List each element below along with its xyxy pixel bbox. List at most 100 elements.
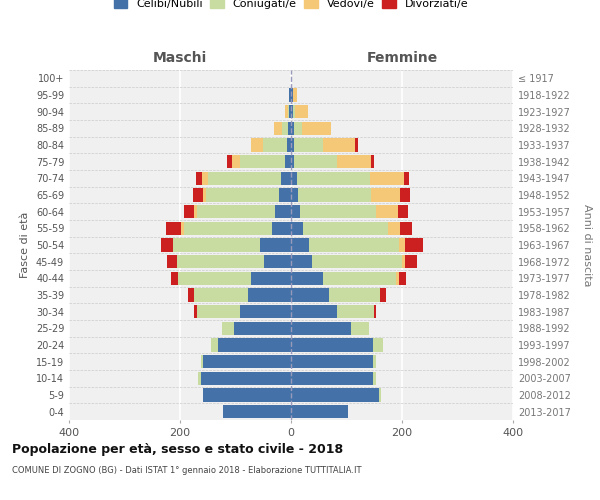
Text: Popolazione per età, sesso e stato civile - 2018: Popolazione per età, sesso e stato civil… [12, 442, 343, 456]
Bar [287, 105, 289, 118]
Bar [287, 122, 291, 135]
Bar [279, 188, 291, 202]
Bar [351, 322, 368, 335]
Bar [260, 238, 291, 252]
Bar [208, 172, 281, 185]
Bar [291, 272, 323, 285]
Bar [289, 88, 291, 102]
Bar [291, 222, 303, 235]
Bar [181, 222, 184, 235]
Y-axis label: Anni di nascita: Anni di nascita [581, 204, 592, 286]
Bar [211, 338, 218, 351]
Bar [398, 205, 407, 218]
Bar [171, 272, 178, 285]
Bar [329, 288, 380, 302]
Bar [398, 238, 406, 252]
Bar [404, 172, 409, 185]
Bar [355, 138, 358, 151]
Bar [400, 222, 412, 235]
Bar [294, 138, 323, 151]
Bar [379, 388, 382, 402]
Bar [287, 138, 291, 151]
Bar [194, 205, 197, 218]
Bar [371, 188, 400, 202]
Bar [291, 88, 293, 102]
Bar [289, 105, 291, 118]
Bar [300, 205, 376, 218]
Bar [291, 305, 337, 318]
Bar [298, 188, 371, 202]
Bar [295, 105, 308, 118]
Bar [167, 255, 176, 268]
Bar [200, 355, 203, 368]
Bar [296, 172, 370, 185]
Bar [291, 355, 373, 368]
Bar [232, 155, 240, 168]
Bar [291, 172, 296, 185]
Bar [265, 255, 291, 268]
Bar [309, 238, 398, 252]
Bar [251, 138, 263, 151]
Bar [184, 205, 194, 218]
Bar [402, 255, 405, 268]
Bar [291, 255, 312, 268]
Bar [291, 105, 293, 118]
Bar [240, 305, 291, 318]
Bar [196, 172, 202, 185]
Bar [373, 372, 376, 385]
Bar [291, 288, 329, 302]
Bar [291, 122, 294, 135]
Text: Maschi: Maschi [153, 51, 207, 65]
Bar [405, 255, 417, 268]
Bar [371, 155, 374, 168]
Bar [294, 155, 337, 168]
Bar [248, 288, 291, 302]
Bar [293, 105, 295, 118]
Bar [194, 305, 197, 318]
Bar [291, 205, 300, 218]
Bar [291, 338, 373, 351]
Bar [263, 138, 287, 151]
Bar [235, 322, 291, 335]
Bar [275, 205, 291, 218]
Bar [188, 288, 194, 302]
Bar [194, 288, 248, 302]
Bar [203, 355, 291, 368]
Bar [201, 372, 291, 385]
Bar [291, 138, 294, 151]
Bar [406, 238, 423, 252]
Bar [323, 138, 355, 151]
Bar [397, 272, 399, 285]
Bar [197, 305, 240, 318]
Bar [293, 88, 297, 102]
Text: COMUNE DI ZOGNO (BG) - Dati ISTAT 1° gennaio 2018 - Elaborazione TUTTITALIA.IT: COMUNE DI ZOGNO (BG) - Dati ISTAT 1° gen… [12, 466, 361, 475]
Bar [285, 105, 287, 118]
Bar [203, 388, 291, 402]
Bar [227, 155, 232, 168]
Bar [374, 305, 376, 318]
Bar [294, 122, 302, 135]
Bar [388, 222, 400, 235]
Bar [203, 188, 206, 202]
Bar [303, 222, 388, 235]
Bar [291, 405, 347, 418]
Bar [240, 155, 286, 168]
Bar [161, 238, 173, 252]
Bar [370, 172, 404, 185]
Bar [193, 188, 203, 202]
Bar [197, 205, 275, 218]
Bar [173, 238, 260, 252]
Bar [178, 272, 251, 285]
Bar [223, 405, 291, 418]
Bar [176, 255, 265, 268]
Bar [380, 288, 386, 302]
Bar [337, 305, 374, 318]
Bar [302, 122, 331, 135]
Bar [312, 255, 402, 268]
Bar [291, 188, 298, 202]
Legend: Celibi/Nubili, Coniugati/e, Vedovi/e, Divorziati/e: Celibi/Nubili, Coniugati/e, Vedovi/e, Di… [114, 0, 468, 9]
Bar [376, 205, 398, 218]
Bar [373, 338, 383, 351]
Bar [291, 155, 294, 168]
Bar [202, 172, 208, 185]
